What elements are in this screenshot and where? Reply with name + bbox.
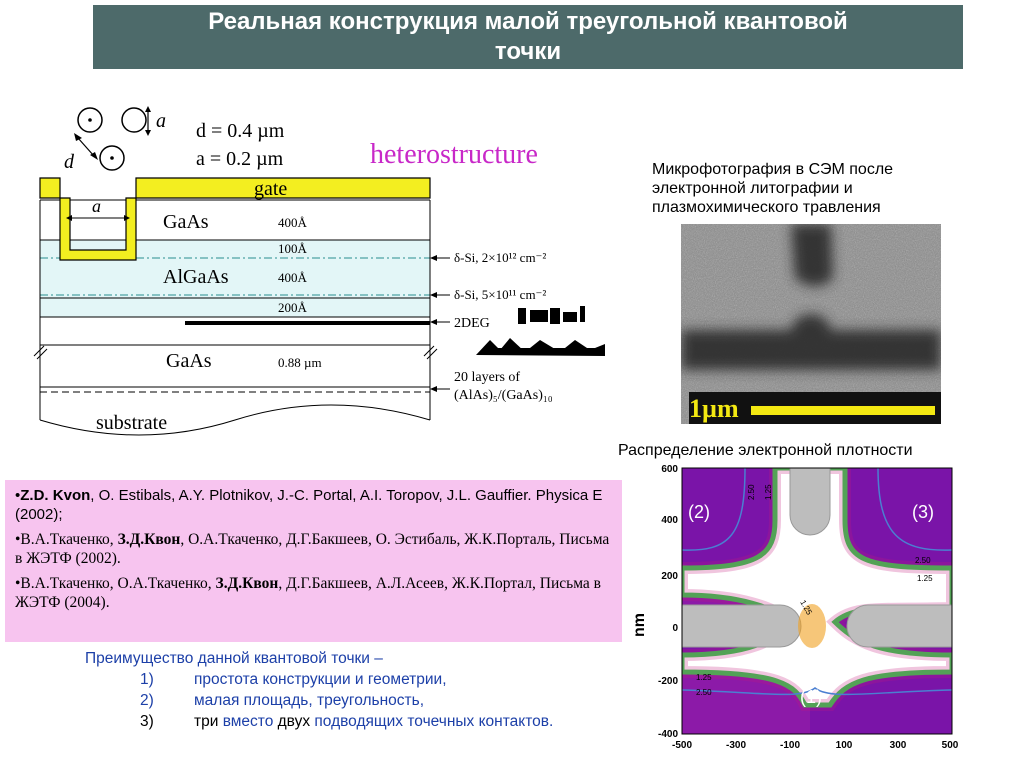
scale-bar: [751, 406, 935, 415]
delta-si-annotation: δ-Si, 5×10¹¹ cm⁻²: [454, 287, 546, 302]
y-tick: -400: [658, 729, 678, 740]
heterostructure-heading: heterostructure: [370, 139, 538, 170]
2deg-annotation: 2DEG: [454, 316, 490, 331]
slide-title: Реальная конструкция малой треугольной к…: [93, 5, 963, 69]
reference-item: •В.А.Ткаченко, О.А.Ткаченко, З.Д.Квон, Д…: [15, 575, 601, 611]
contour-label: 1.25: [764, 484, 773, 500]
layer-name: GaAs: [166, 350, 212, 372]
advantage-item: 3) три вместо двух подводящих точечных к…: [140, 713, 554, 730]
delta-si-annotation: δ-Si, 2×10¹² cm⁻²: [454, 250, 546, 265]
y-tick: 600: [661, 464, 678, 475]
references-box: •Z.D. Kvon, O. Estibals, A.Y. Plotnikov,…: [5, 480, 622, 642]
advantage-item: 2) малая площадь, треугольность,: [140, 692, 425, 709]
contour-label: 2.50: [696, 688, 712, 697]
x-tick: 100: [836, 740, 853, 751]
contour-label: 1.25: [696, 673, 712, 682]
x-tick: -300: [726, 740, 746, 751]
x-tick: -500: [672, 740, 692, 751]
contour-label: 2.50: [747, 484, 756, 500]
layer-thickness: 400Å: [278, 270, 308, 285]
author-highlight: З.Д.Квон: [117, 531, 181, 548]
layer-name: AlGaAs: [163, 266, 229, 288]
author-highlight: З.Д.Квон: [215, 575, 279, 592]
author-highlight: Z.D. Kvon: [20, 487, 91, 504]
gate-label: gate: [254, 178, 287, 200]
region-label: (3): [912, 502, 934, 522]
electron-density-plot: 2.50 1.25 2.50 1.25 1.25 1.25 2.50 (2) (…: [631, 464, 959, 751]
layer-thickness: 400Å: [278, 215, 308, 230]
superlattice-annotation: (AlAs)₅/(GaAs)₁₀: [454, 388, 553, 403]
glyph-artifact: [476, 306, 605, 356]
d-parameter: d = 0.4 µm: [196, 120, 285, 142]
dot-schematic: [74, 106, 151, 171]
reference-item: •Z.D. Kvon, O. Estibals, A.Y. Plotnikov,…: [15, 487, 603, 523]
y-tick: -200: [658, 676, 678, 687]
layer-thickness: 100Å: [278, 241, 308, 256]
advantages-list: Преимущество данной квантовой точки – 1)…: [85, 648, 585, 732]
gate-a-label: a: [92, 196, 101, 216]
contour-label: 1.25: [917, 574, 933, 583]
x-tick: -100: [780, 740, 800, 751]
gate-electrode: [39, 177, 431, 261]
contour-label: 2.50: [915, 556, 931, 565]
sem-caption: Микрофотография в СЭМ после электронной …: [652, 161, 894, 216]
layer-name: GaAs: [163, 211, 209, 233]
density-caption: Распределение электронной плотности: [618, 442, 913, 459]
substrate-label: substrate: [96, 412, 167, 434]
layer-thickness: 200Å: [278, 300, 308, 315]
scale-label: 1µm: [689, 394, 739, 423]
superlattice-annotation: 20 layers of: [454, 370, 520, 385]
region-label: (2): [688, 502, 710, 522]
layer-thickness: 0.88 µm: [278, 355, 322, 370]
advantage-item: 1) простота конструкции и геометрии,: [140, 671, 447, 688]
d-marker: d: [64, 151, 75, 173]
y-tick: 0: [672, 623, 678, 634]
reference-item: •В.А.Ткаченко, З.Д.Квон, О.А.Ткаченко, Д…: [15, 531, 610, 567]
y-axis-label: nm: [631, 613, 648, 637]
x-tick: 300: [890, 740, 907, 751]
a-parameter: a = 0.2 µm: [196, 148, 284, 170]
advantages-heading: Преимущество данной квантовой точки –: [85, 650, 383, 667]
region-label: (1): [800, 687, 822, 707]
heterostructure-diagram: a d d = 0.4 µm a = 0.2 µm heterostructur…: [33, 106, 605, 436]
sem-micrograph: 1µm: [681, 224, 941, 424]
gaas-cap-layer: [40, 200, 430, 240]
a-marker: a: [156, 110, 166, 132]
y-tick: 200: [661, 571, 678, 582]
x-tick: 500: [942, 740, 959, 751]
y-tick: 400: [661, 515, 678, 526]
